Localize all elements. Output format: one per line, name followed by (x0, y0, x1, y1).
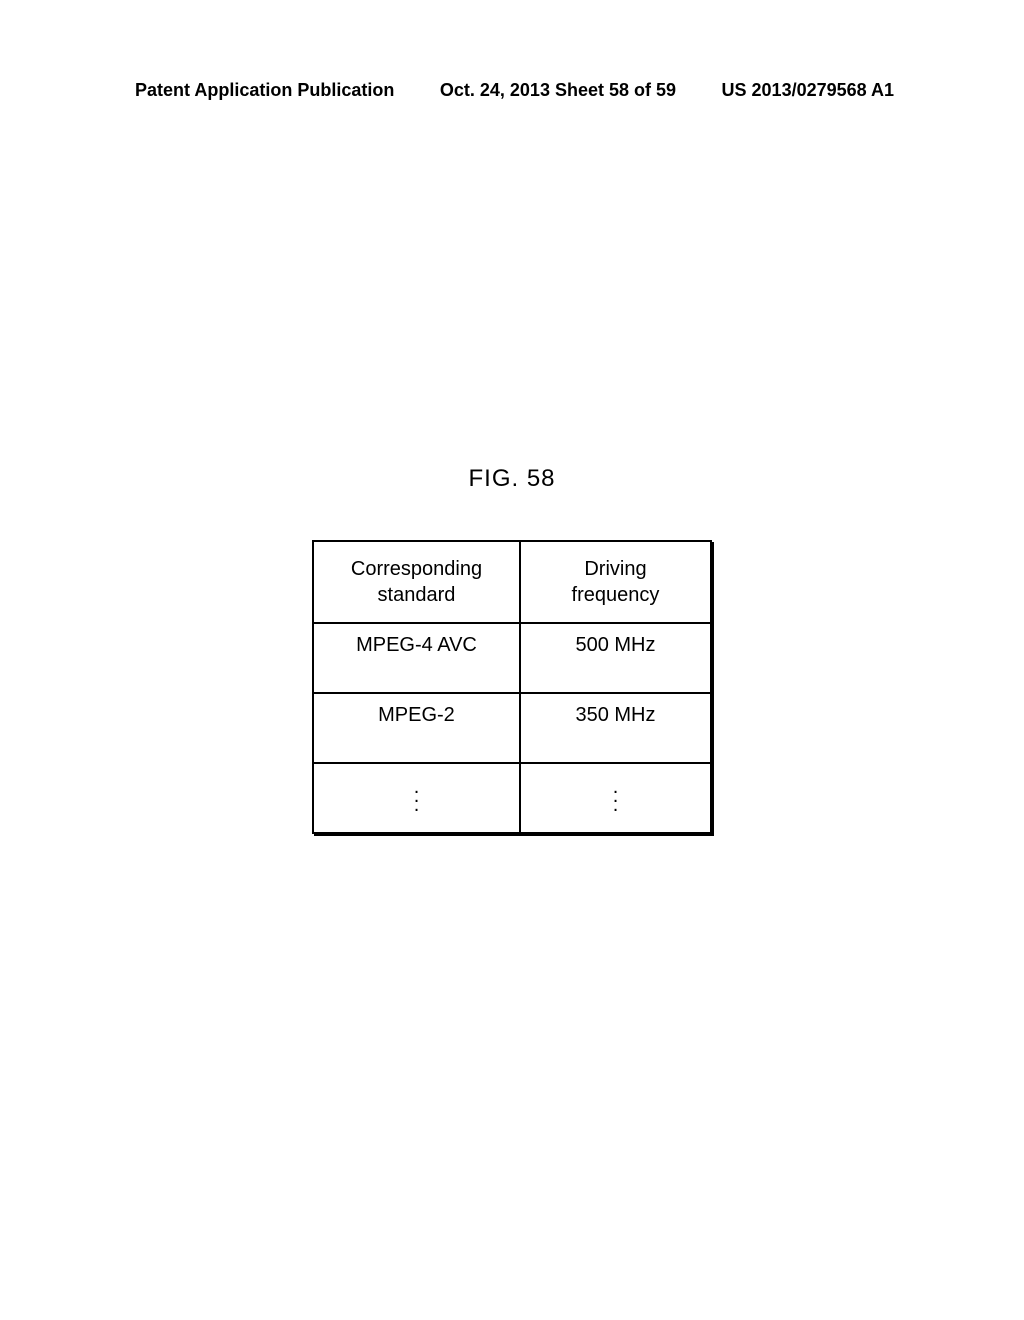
table-row: MPEG-4 AVC 500 MHz (313, 623, 711, 693)
table-header-row: Corresponding standard Driving frequency (313, 541, 711, 623)
column-header-frequency: Driving frequency (520, 541, 711, 623)
cell-standard: MPEG-2 (313, 693, 520, 763)
table-row-ellipsis: ... ... (313, 763, 711, 833)
header-text-line2: frequency (572, 584, 660, 606)
cell-frequency: 350 MHz (520, 693, 711, 763)
cell-frequency: 500 MHz (520, 623, 711, 693)
header-publication-type: Patent Application Publication (135, 80, 394, 101)
header-text-line2: standard (378, 584, 456, 606)
header-text-line1: Corresponding (351, 558, 482, 580)
table-row: MPEG-2 350 MHz (313, 693, 711, 763)
cell-standard: MPEG-4 AVC (313, 623, 520, 693)
frequency-table: Corresponding standard Driving frequency… (312, 540, 712, 834)
cell-ellipsis: ... (313, 763, 520, 833)
header-text-line1: Driving (584, 558, 646, 580)
cell-ellipsis: ... (520, 763, 711, 833)
header-publication-number: US 2013/0279568 A1 (722, 80, 894, 101)
frequency-table-container: Corresponding standard Driving frequency… (312, 540, 712, 834)
column-header-standard: Corresponding standard (313, 541, 520, 623)
figure-label: FIG. 58 (468, 465, 555, 493)
page-header: Patent Application Publication Oct. 24, … (0, 80, 1024, 101)
header-date-sheet: Oct. 24, 2013 Sheet 58 of 59 (440, 80, 676, 101)
